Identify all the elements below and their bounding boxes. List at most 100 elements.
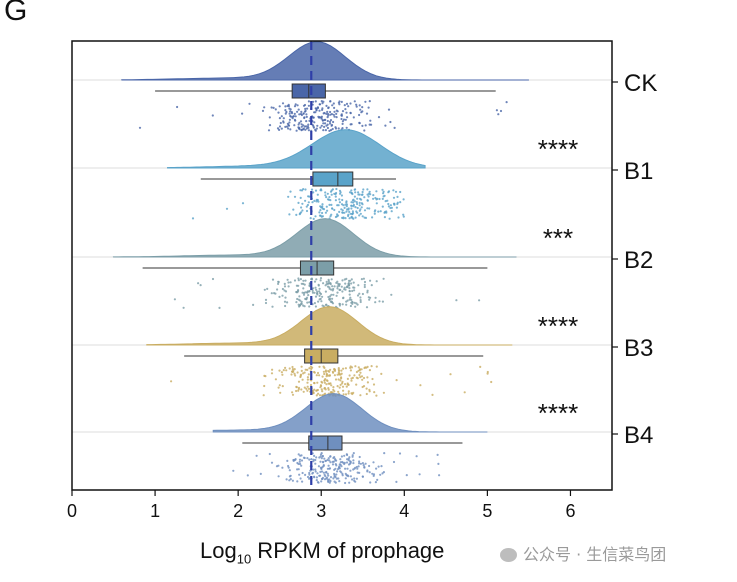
rain-point bbox=[284, 112, 287, 115]
rain-point bbox=[342, 118, 346, 121]
rain-point bbox=[176, 105, 179, 109]
rain-point bbox=[280, 115, 283, 118]
rain-point bbox=[297, 284, 300, 287]
rain-point bbox=[361, 190, 364, 194]
rain-point bbox=[324, 475, 327, 478]
rain-point bbox=[293, 195, 297, 198]
rain-point bbox=[313, 302, 316, 305]
rain-point bbox=[312, 116, 315, 119]
rain-point bbox=[368, 464, 371, 468]
rain-point bbox=[277, 280, 280, 283]
rain-point bbox=[366, 289, 369, 292]
rain-point bbox=[289, 478, 292, 481]
rain-point bbox=[314, 189, 318, 192]
rain-point bbox=[322, 208, 326, 211]
rain-point bbox=[321, 215, 324, 218]
rain-point bbox=[333, 285, 336, 288]
rain-point bbox=[287, 105, 290, 108]
rain-point bbox=[366, 199, 369, 202]
rain-point bbox=[361, 378, 364, 381]
rain-point bbox=[405, 474, 408, 477]
rain-point bbox=[332, 287, 335, 291]
rain-point bbox=[383, 452, 386, 455]
rain-point bbox=[354, 305, 357, 308]
rain-point bbox=[370, 365, 373, 368]
rain-point bbox=[321, 203, 324, 206]
group-b2: *** bbox=[72, 218, 612, 309]
rain-point bbox=[344, 481, 347, 485]
rain-point bbox=[361, 292, 364, 296]
rain-point bbox=[353, 374, 356, 377]
rain-point bbox=[315, 374, 318, 377]
rain-point bbox=[284, 125, 287, 128]
rain-point bbox=[341, 120, 344, 123]
rain-point bbox=[274, 108, 277, 111]
rain-point bbox=[294, 374, 297, 377]
rain-point bbox=[270, 292, 273, 295]
rain-point bbox=[329, 199, 332, 202]
rain-point bbox=[359, 212, 362, 215]
x-tick-label: 0 bbox=[67, 501, 77, 521]
rain-point bbox=[359, 462, 362, 465]
rain-point bbox=[325, 373, 328, 376]
wechat-icon bbox=[500, 548, 517, 562]
rain-point bbox=[312, 100, 315, 103]
rain-point bbox=[286, 278, 289, 281]
rain-point bbox=[318, 109, 321, 112]
rain-point bbox=[369, 119, 372, 122]
rain-point bbox=[344, 367, 347, 370]
rain-point bbox=[345, 303, 348, 306]
rain-points bbox=[138, 100, 508, 132]
rain-point bbox=[350, 207, 353, 210]
rain-point bbox=[335, 112, 338, 115]
rain-point bbox=[364, 124, 367, 127]
rain-point bbox=[328, 481, 331, 484]
rain-point bbox=[289, 190, 292, 193]
rain-point bbox=[225, 207, 229, 210]
rain-point bbox=[304, 297, 307, 300]
rain-point bbox=[449, 373, 452, 376]
rain-point bbox=[271, 305, 274, 308]
rain-point bbox=[340, 455, 343, 458]
rain-point bbox=[314, 286, 317, 289]
rain-point bbox=[345, 385, 348, 388]
rain-point bbox=[299, 477, 302, 480]
rain-point bbox=[331, 460, 334, 463]
rain-point bbox=[264, 298, 268, 301]
rain-point bbox=[348, 287, 351, 290]
rain-point bbox=[323, 125, 326, 128]
rain-point bbox=[328, 120, 332, 123]
rain-point bbox=[350, 201, 353, 204]
rain-point bbox=[358, 204, 361, 207]
rain-point bbox=[390, 210, 393, 213]
rain-point bbox=[321, 102, 324, 105]
rain-point bbox=[344, 203, 347, 206]
rain-point bbox=[346, 377, 349, 380]
rain-point bbox=[355, 210, 358, 213]
rain-point bbox=[338, 189, 342, 192]
rain-point bbox=[365, 392, 368, 396]
rain-point bbox=[349, 212, 352, 215]
rain-point bbox=[275, 465, 279, 468]
rain-point bbox=[381, 472, 384, 475]
rain-point bbox=[191, 217, 195, 220]
rain-point bbox=[297, 389, 300, 392]
rain-point bbox=[324, 290, 327, 293]
rain-point bbox=[333, 110, 336, 113]
rain-point bbox=[274, 378, 277, 381]
watermark-text: 公众号 · 生信菜鸟团 bbox=[523, 545, 667, 564]
rain-point bbox=[329, 476, 333, 479]
rain-point bbox=[352, 205, 355, 208]
rain-point bbox=[363, 280, 367, 284]
box-iqr bbox=[312, 171, 354, 187]
rain-point bbox=[331, 297, 334, 300]
rain-point bbox=[304, 279, 307, 282]
rain-point bbox=[278, 125, 282, 128]
rain-point bbox=[343, 206, 346, 209]
rain-point bbox=[352, 217, 355, 220]
rain-point bbox=[296, 110, 299, 113]
rain-point bbox=[351, 289, 354, 293]
rain-point bbox=[284, 304, 287, 308]
rain-point bbox=[336, 280, 339, 283]
rain-point bbox=[286, 122, 289, 125]
